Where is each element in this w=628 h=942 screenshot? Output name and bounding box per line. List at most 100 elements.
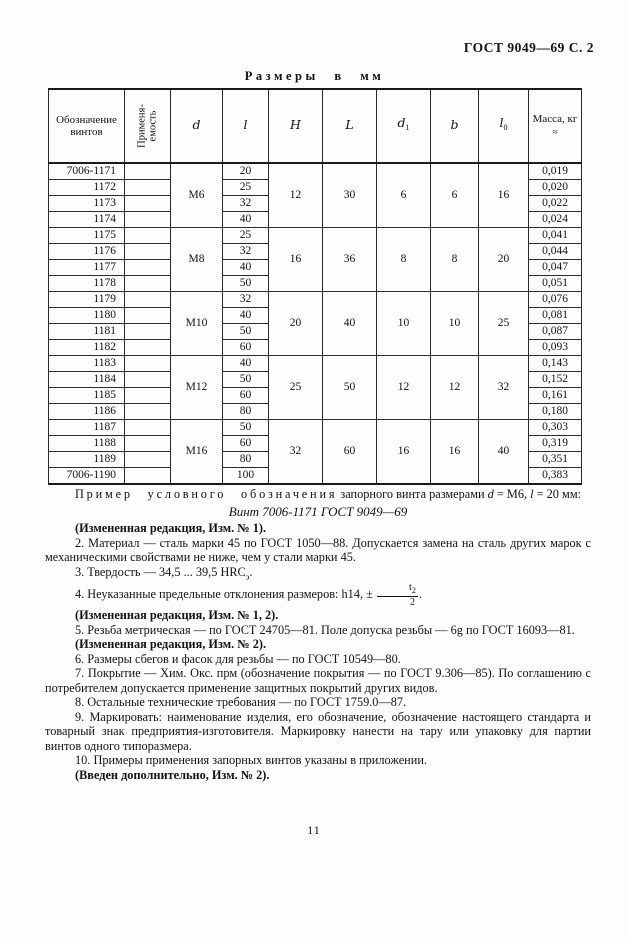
table-row: 1188 60 0,319	[48, 435, 582, 452]
note-9: 9. Маркировать: наименование изделия, ег…	[45, 709, 591, 753]
cell-l: 40	[222, 211, 269, 228]
cell-d: М16	[170, 419, 223, 485]
dimension-symbol: d	[487, 487, 494, 501]
table-row: 1172 25 0,020	[48, 179, 582, 196]
cell-L: 30	[322, 162, 377, 228]
cell-mass: 0,143	[528, 355, 582, 372]
note-5: 5. Резьба метрическая — по ГОСТ 24705—81…	[75, 622, 575, 637]
cell-mass: 0,081	[528, 307, 582, 324]
cell-H: 25	[268, 355, 323, 420]
cell-designation: 1186	[48, 403, 125, 420]
cell-mass: 0,051	[528, 275, 582, 292]
col-header-H: H	[268, 88, 323, 164]
table-row: 1180 40 0,081	[48, 307, 582, 324]
cell-L: 60	[322, 419, 377, 485]
cell-designation: 1174	[48, 211, 125, 228]
cell-l: 40	[222, 259, 269, 276]
amendment-note: (Измененная редакция, Изм. № 1).	[75, 521, 267, 535]
cell-applicability	[124, 211, 171, 228]
col-header-L: L	[322, 88, 377, 164]
cell-l: 20	[222, 162, 269, 180]
cell-applicability	[124, 227, 171, 244]
cell-l: 60	[222, 387, 269, 404]
cell-applicability	[124, 291, 171, 308]
cell-mass: 0,076	[528, 291, 582, 308]
cell-l: 50	[222, 371, 269, 388]
cell-designation: 1179	[48, 291, 125, 308]
cell-d1: 6	[376, 162, 431, 228]
cell-applicability	[124, 387, 171, 404]
dimension-symbol: L	[345, 117, 354, 133]
table-row: 1176 32 0,044	[48, 243, 582, 260]
cell-designation: 7006-1171	[48, 162, 125, 180]
cell-H: 12	[268, 162, 323, 228]
col-header-d1: d1	[376, 88, 431, 164]
table-row: 1179 М10 32 20 40 10 10 25 0,076	[48, 291, 582, 356]
cell-applicability	[124, 243, 171, 260]
cell-b: 8	[430, 227, 479, 292]
cell-applicability	[124, 307, 171, 324]
dimension-symbol: l	[499, 115, 504, 131]
example-intro: Пример условного обозначения запорного в…	[75, 487, 582, 501]
table-row: 7006-1190 100 0,383	[48, 467, 582, 485]
amendment-note: (Введен дополнительно, Изм. № 2).	[75, 767, 270, 782]
rotated-header-text: Применя-емость	[136, 104, 158, 148]
table-row: 1186 80 0,180	[48, 403, 582, 420]
cell-designation: 7006-1190	[48, 467, 125, 485]
cell-H: 20	[268, 291, 323, 356]
cell-d1: 10	[376, 291, 431, 356]
cell-applicability	[124, 403, 171, 420]
cell-l: 25	[222, 179, 269, 196]
cell-applicability	[124, 179, 171, 196]
cell-applicability	[124, 259, 171, 276]
cell-mass: 0,161	[528, 387, 582, 404]
note-10: 10. Примеры применения запорных винтов у…	[75, 753, 427, 768]
cell-designation: 1181	[48, 323, 125, 340]
note-8: 8. Остальные технические требования — по…	[75, 695, 407, 710]
cell-l0: 16	[478, 162, 529, 228]
table-row: 1181 50 0,087	[48, 323, 582, 340]
cell-d: М8	[170, 227, 223, 292]
cell-applicability	[124, 275, 171, 292]
col-header-l0: l0	[478, 88, 529, 164]
cell-H: 16	[268, 227, 323, 292]
table-row: 7006-1171 М6 20 12 30 6 6 16 0,019	[48, 162, 582, 228]
table-title: Размеры в мм	[244, 69, 385, 83]
dimension-symbol: d	[192, 117, 201, 133]
cell-designation: 1182	[48, 339, 125, 356]
note-6: 6. Размеры сбегов и фасок для резьбы — п…	[75, 651, 401, 666]
note-7: 7. Покрытие — Хим. Окс. прм (обозначение…	[45, 666, 591, 695]
note-3: 3. Твердость — 34,5 ... 39,5 HRCэ.	[75, 564, 253, 581]
cell-l: 60	[222, 435, 269, 452]
table-row: 1189 80 0,351	[48, 451, 582, 468]
cell-l: 100	[222, 467, 269, 485]
table-row: 1175 М8 25 16 36 8 8 20 0,041	[48, 227, 582, 292]
cell-designation: 1173	[48, 195, 125, 212]
cell-applicability	[124, 339, 171, 356]
cell-l0: 32	[478, 355, 529, 420]
cell-b: 10	[430, 291, 479, 356]
cell-designation: 1185	[48, 387, 125, 404]
col-header-mass: Масса, кг ≈	[528, 88, 582, 164]
page-header: ГОСТ 9049—69 С. 2	[463, 40, 594, 55]
page-number: 11	[307, 823, 321, 837]
spaced-lead: Пример условного обозначения	[75, 487, 338, 501]
table-row: 1182 60 0,093	[48, 339, 582, 356]
cell-designation: 1189	[48, 451, 125, 468]
cell-applicability	[124, 355, 171, 372]
cell-l: 50	[222, 275, 269, 292]
cell-mass: 0,303	[528, 419, 582, 436]
cell-mass: 0,022	[528, 195, 582, 212]
note-4: 4. Неуказанные предельные отклонения раз…	[75, 582, 423, 609]
notes: Пример условного обозначения запорного в…	[45, 487, 591, 782]
cell-l: 40	[222, 307, 269, 324]
cell-applicability	[124, 195, 171, 212]
cell-applicability	[124, 419, 171, 436]
cell-designation: 1177	[48, 259, 125, 276]
dimension-symbol: d	[397, 115, 406, 131]
cell-mass: 0,152	[528, 371, 582, 388]
cell-d: М12	[170, 355, 223, 420]
cell-b: 12	[430, 355, 479, 420]
cell-l: 80	[222, 451, 269, 468]
cell-designation: 1184	[48, 371, 125, 388]
